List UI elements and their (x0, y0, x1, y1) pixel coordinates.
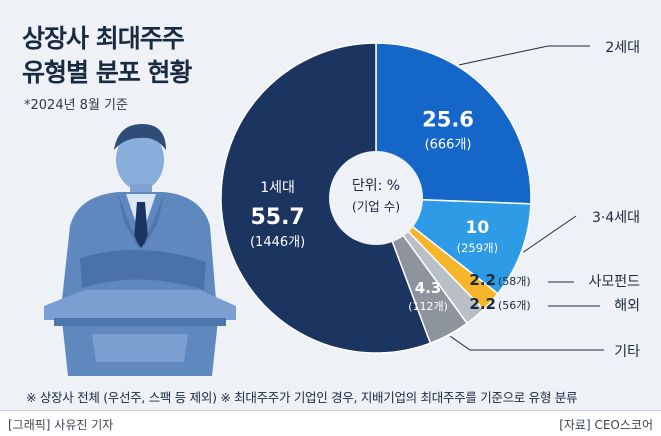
pie-labels: 1세대 55.7 (1446개) 25.6 (666개) 10 (259개) 4.3 (112개… (250, 108, 531, 313)
slice-name-first: 1세대 (260, 180, 295, 196)
footnote: ※ 상장사 전체 (우선주, 스팩 등 제외) ※ 최대주주가 기업인 경우, … (26, 390, 578, 405)
businessman-illustration-icon (44, 124, 236, 376)
source-credit: [자료] CEO스코어 (559, 418, 653, 432)
value-label-overseas: 2.2 (469, 295, 496, 313)
center-count-label: (기업 수) (352, 199, 400, 214)
footer-bar (0, 410, 661, 436)
count-label-other: (112개) (408, 300, 448, 313)
title-line-1: 상장사 최대주주 (22, 24, 185, 53)
category-label-other: 기타 (614, 344, 640, 360)
pie-slice-second (375, 42, 532, 205)
pie-slice-first (220, 42, 432, 354)
value-label-first: 55.7 (250, 205, 304, 230)
value-label-second: 25.6 (422, 108, 474, 132)
count-label-pef: (58개) (498, 275, 531, 288)
title-line-2: 유형별 분포 현황 (22, 58, 192, 87)
category-label-third: 3·4세대 (592, 210, 640, 226)
category-label-second: 2세대 (605, 40, 640, 56)
basis-date-note: *2024년 8월 기준 (24, 98, 128, 113)
chart-title: 상장사 최대주주 유형별 분포 현황 (22, 22, 282, 90)
pie-center-hole (329, 151, 423, 245)
leader-line-other (450, 335, 604, 351)
category-label-overseas: 해외 (614, 298, 640, 314)
value-label-other: 4.3 (415, 279, 442, 297)
center-unit-label: 단위: % (352, 178, 400, 194)
leader-line-second (459, 45, 590, 66)
count-label-second: (666개) (425, 138, 472, 153)
category-label-pef: 사모펀드 (588, 274, 640, 290)
value-label-third: 10 (466, 218, 490, 238)
count-label-overseas: (56개) (498, 299, 531, 312)
value-label-pef: 2.2 (469, 271, 496, 289)
count-label-third: (259개) (457, 241, 499, 255)
count-label-first: (1446개) (250, 235, 305, 250)
graphic-credit: [그래픽] 사유진 기자 (8, 418, 114, 432)
leader-line-third (523, 215, 577, 253)
